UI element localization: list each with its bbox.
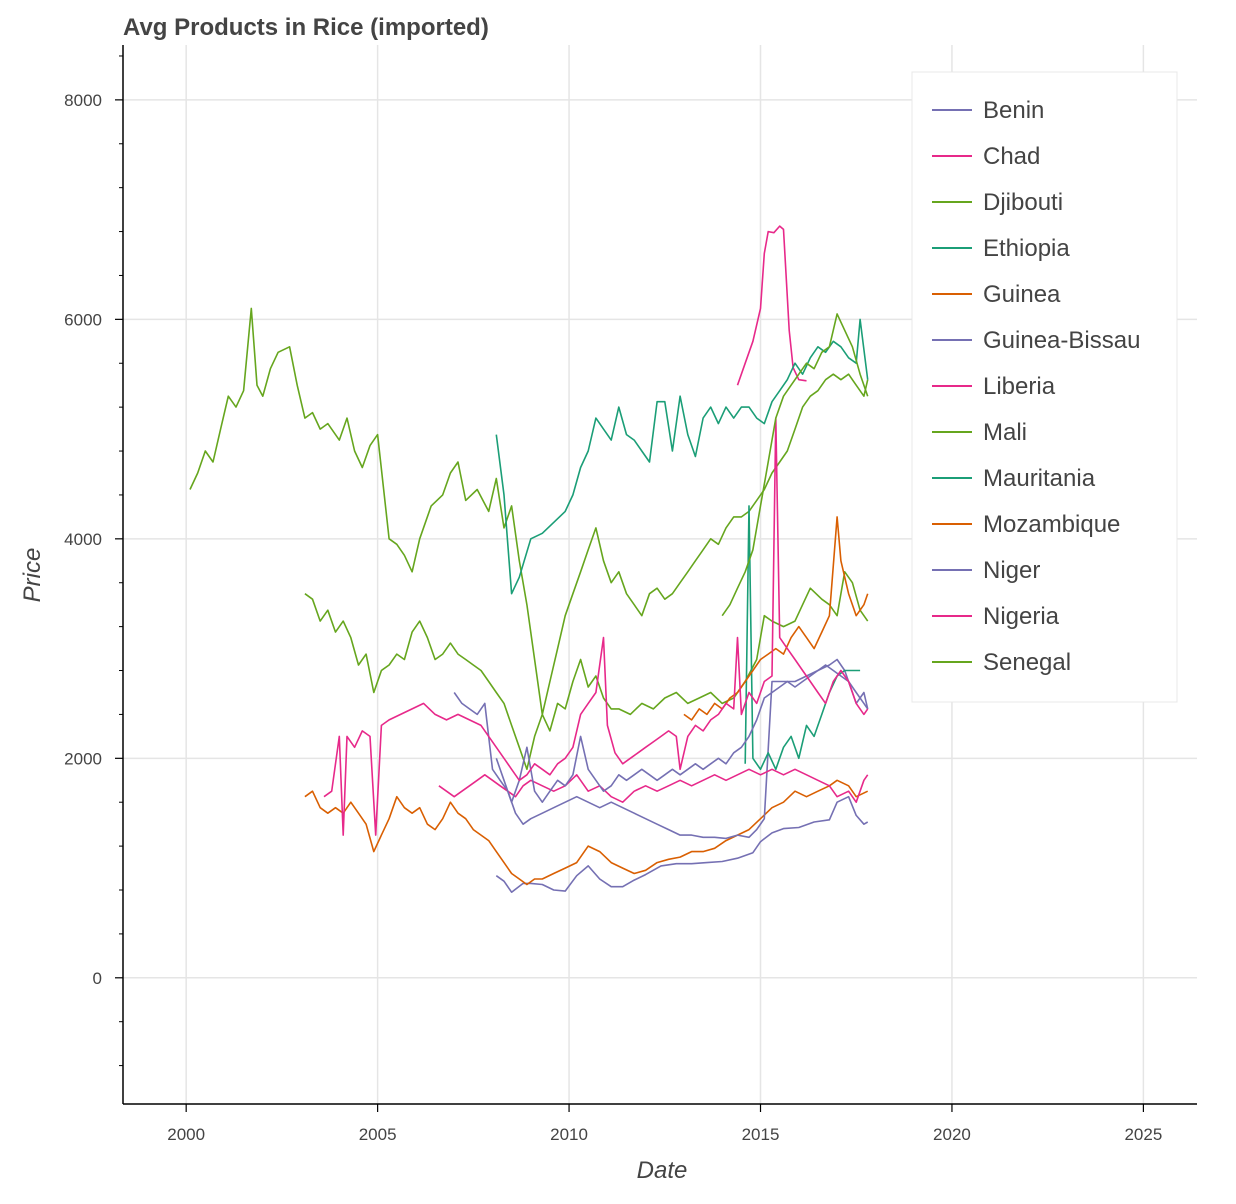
- series-line-ethiopia: [495, 318, 869, 595]
- legend-label: Benin: [983, 97, 1044, 124]
- legend-label: Niger: [983, 557, 1040, 584]
- x-tick-label: 2005: [359, 1125, 397, 1144]
- series-line-nigeria: [323, 417, 869, 836]
- series-line-chad: [736, 225, 807, 386]
- y-tick-label: 0: [93, 969, 102, 988]
- series-line-mali: [304, 373, 869, 771]
- y-tick-label: 2000: [64, 749, 102, 768]
- legend-label: Mauritania: [983, 465, 1096, 492]
- x-tick-label: 2015: [742, 1125, 780, 1144]
- legend-label: Mozambique: [983, 511, 1120, 538]
- y-axis-label: Price: [19, 548, 46, 603]
- series-layer: [189, 225, 869, 893]
- legend-label: Senegal: [983, 649, 1071, 676]
- legend-label: Ethiopia: [983, 235, 1070, 262]
- chart-title: Avg Products in Rice (imported): [123, 14, 489, 41]
- series-line-senegal: [721, 313, 869, 617]
- y-tick-label: 4000: [64, 530, 102, 549]
- series-line-mozambique: [683, 516, 869, 721]
- y-tick-label: 6000: [64, 310, 102, 329]
- series-line-guinea-bissau: [453, 658, 869, 840]
- legend-label: Guinea: [983, 281, 1061, 308]
- series-line-benin: [495, 795, 869, 893]
- y-tick-label: 8000: [64, 91, 102, 110]
- x-tick-label: 2000: [167, 1125, 205, 1144]
- legend-label: Djibouti: [983, 189, 1063, 216]
- x-tick-label: 2020: [933, 1125, 971, 1144]
- legend-label: Chad: [983, 143, 1040, 170]
- series-line-liberia: [438, 768, 869, 803]
- series-line-djibouti: [189, 307, 869, 732]
- series-line-niger: [495, 664, 869, 803]
- series-line-mauritania: [744, 505, 861, 771]
- axes: 2000 2005 2010 2015 2020 2025 0 2000 4000 6000 800…: [64, 45, 1197, 1144]
- legend: Benin Chad Djibouti Ethiopia Guinea Guinea-Bi…: [911, 71, 1178, 703]
- legend-label: Liberia: [983, 373, 1056, 400]
- x-tick-label: 2025: [1124, 1125, 1162, 1144]
- x-axis-label: Date: [637, 1157, 688, 1184]
- x-tick-label: 2010: [550, 1125, 588, 1144]
- series-line-guinea: [304, 779, 869, 886]
- legend-label: Nigeria: [983, 603, 1060, 630]
- legend-label: Mali: [983, 419, 1027, 446]
- legend-label: Guinea-Bissau: [983, 327, 1140, 354]
